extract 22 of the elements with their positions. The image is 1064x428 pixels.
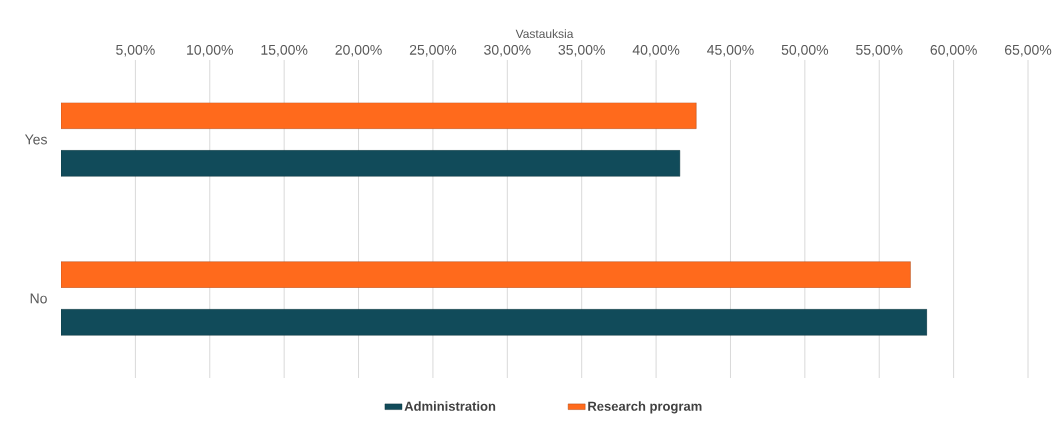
x-tick-label: 30,00% [484,44,531,57]
x-tick-label: 15,00% [261,44,308,57]
x-tick-label: 20,00% [335,44,382,57]
x-tick-label: 50,00% [781,44,829,57]
x-tick-label: 65,00% [1004,44,1052,57]
y-tick-label: Yes [24,134,47,145]
x-tick-label: 60,00% [930,44,977,57]
bar [61,150,681,177]
legend-label: Administration [404,401,496,411]
x-tick-label: 5,00% [116,44,155,57]
x-tick-label: 55,00% [856,44,903,57]
x-tick-label: 25,00% [409,44,457,57]
x-axis-title: Vastauksia [515,29,574,39]
x-tick-label: 10,00% [187,44,234,57]
y-tick-label: No [30,293,47,304]
bar [61,261,911,288]
x-tick-label: 35,00% [558,44,605,57]
bar [61,309,928,336]
legend-label: Research program [588,401,702,414]
x-tick-label: 45,00% [707,44,754,57]
x-tick-label: 40,00% [632,44,680,57]
bar [61,102,697,129]
